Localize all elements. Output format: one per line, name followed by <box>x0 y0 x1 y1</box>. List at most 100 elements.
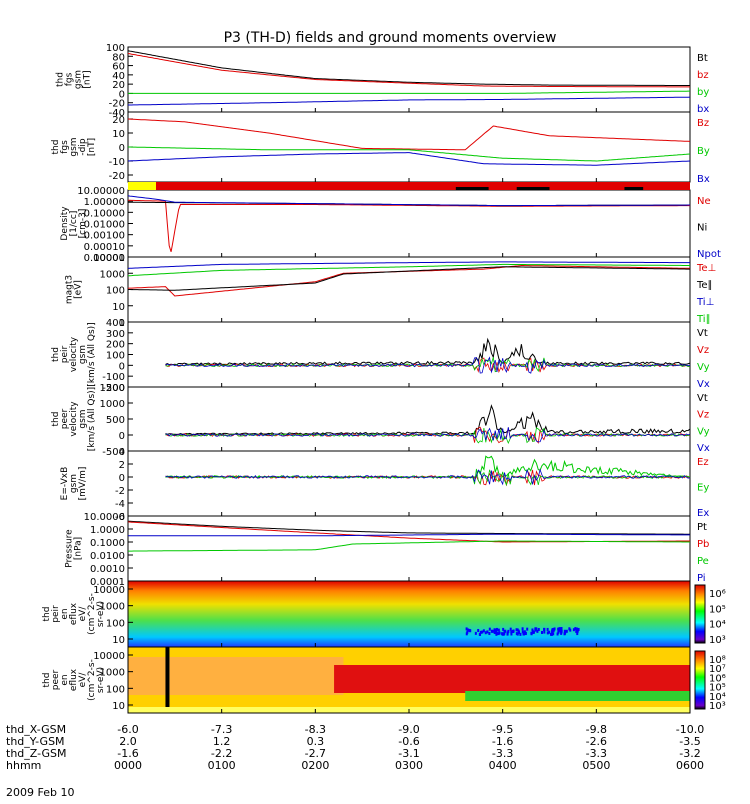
orbit-value: -9.8 <box>586 723 607 736</box>
orbit-table: thd_X-GSMthd_Y-GSMthd_Z-GSMhhmm-6.02.0-1… <box>6 723 704 772</box>
legend-entry: Bx <box>697 174 710 185</box>
spectrogram-speckle <box>482 629 485 633</box>
y-axis-label-line: [nT] <box>87 138 97 156</box>
y-axis-label-line: [km/s (All Qs)] <box>87 387 97 451</box>
y-tick-label: 400 <box>106 318 125 329</box>
spectrogram-speckle <box>551 628 554 632</box>
panel-ion-spec: 10⁶ 10⁵ 10⁴ 10³ 10000 1000 100 10 thd peir en eflux… <box>42 580 726 648</box>
y-tick-label: 0.10000 <box>84 208 125 219</box>
spectrogram-speckle <box>548 630 551 634</box>
spectrogram-speckle <box>546 631 549 635</box>
colorbar-label: 10³ <box>709 635 726 646</box>
spectrogram-speckle <box>486 630 489 634</box>
colorbar-label: 10⁸ <box>709 655 726 666</box>
ion-spec-spectrogram <box>128 581 690 647</box>
mode-bar-fill <box>128 182 690 190</box>
legend: Ez Ey Ex <box>697 457 709 519</box>
y-axis-label-line: gsm <box>78 345 88 364</box>
y-axis-label: thd peir velocity gsm [km/s (All Qs)] <box>51 322 97 386</box>
legend-entry: Bz <box>697 118 709 129</box>
y-tick-label: 100 <box>106 286 125 297</box>
panel-electron-velocity: 1500 1000 500 0 -500 thd peer velocity gsm [km/s … <box>51 383 710 458</box>
elec-spec-spectrogram <box>128 647 690 713</box>
y-tick-label: 0.0001 <box>90 577 125 588</box>
spectrogram-speckle <box>495 632 498 636</box>
series-fgs-dgsm-By <box>128 146 691 162</box>
y-axis-label-line: en <box>60 674 70 685</box>
series-pressure-Pi <box>128 533 690 537</box>
spectrogram-speckle <box>515 628 518 632</box>
orbit-row-label: thd_Z-GSM <box>6 747 66 760</box>
y-tick-label: -100 <box>102 372 125 383</box>
y-tick-label: -20 <box>109 99 125 110</box>
y-tick-label: 0 <box>119 431 125 442</box>
spectrogram-speckle <box>576 632 579 636</box>
panel-frame <box>127 46 691 113</box>
orbit-value: 0100 <box>208 759 236 772</box>
y-tick-label: 1000 <box>100 668 125 679</box>
series-pressure-Pe <box>128 540 690 552</box>
spectrogram-speckle <box>552 632 555 636</box>
series <box>127 50 691 552</box>
y-axis-label-line: eflux <box>69 668 79 691</box>
spectrogram-speckle <box>507 629 510 633</box>
orbit-value: -0.6 <box>398 735 419 748</box>
spectrogram-speckle <box>509 627 512 631</box>
y-tick-label: -40 <box>109 108 125 119</box>
y-axis-label-line: Pressure <box>65 529 75 568</box>
series-pressure-Pb <box>127 521 690 543</box>
legend-entry: Npot <box>697 249 721 260</box>
series-fgs-gsm-bx <box>128 96 691 106</box>
spectrogram-speckle <box>510 632 513 636</box>
orbit-value: 0200 <box>301 759 329 772</box>
spectrogram-speckle <box>506 632 509 636</box>
orbit-value: -3.3 <box>586 747 607 760</box>
series-ion-velocity-component <box>165 357 691 374</box>
y-axis-label-line: fgs <box>60 140 70 154</box>
panel-frame <box>127 386 691 452</box>
y-tick-label: 100 <box>106 351 125 362</box>
spectrogram-speckle <box>521 630 524 634</box>
y-tick-label: 10000 <box>93 253 125 264</box>
series-electron-velocity-Vt <box>165 404 691 435</box>
spectrogram-speckle <box>522 632 525 636</box>
spectrogram-speckle <box>564 631 567 635</box>
y-tick-label: 1000 <box>100 602 125 613</box>
y-axis-label: thd fgs gsm -dip [nT] <box>51 137 97 156</box>
y-axis-label-line: gsm <box>69 474 79 493</box>
legend-entry: Vz <box>697 410 709 421</box>
legend-entry: by <box>697 87 709 98</box>
spectrogram-speckle <box>557 627 560 631</box>
orbit-value: 0400 <box>489 759 517 772</box>
legend-entry: Ti∥ <box>696 314 711 325</box>
orbit-value: 1.2 <box>213 735 231 748</box>
spectrogram-speckle <box>519 632 522 636</box>
y-axis-label-line: thd <box>42 607 52 622</box>
orbit-value: -9.0 <box>398 723 419 736</box>
legend-entry: bz <box>697 70 709 81</box>
panel-pressure: 10.0000 1.0000 0.1000 0.0100 0.0010 0.0001 Pre… <box>65 512 710 588</box>
orbit-value: -2.6 <box>586 735 607 748</box>
spectrogram-speckle <box>503 631 506 635</box>
spectrogram-speckle <box>467 628 470 632</box>
y-tick-label: 0 <box>119 473 125 484</box>
y-tick-label: 0.00010 <box>84 242 125 253</box>
orbit-value: 0600 <box>676 759 704 772</box>
spectrogram-speckle <box>469 629 472 633</box>
orbit-value: -7.3 <box>211 723 232 736</box>
colorbar-scale <box>694 584 706 644</box>
y-axis-label-line: gsm <box>78 409 88 428</box>
y-tick-label: 0.0100 <box>90 551 125 562</box>
spectrogram-speckle <box>546 627 549 631</box>
spectrogram-speckle <box>551 631 554 635</box>
y-axis-label-line: thd <box>51 412 61 427</box>
spectrogram-speckle <box>569 628 572 632</box>
spectrogram-speckle <box>530 631 533 635</box>
legend-entry: By <box>697 146 710 157</box>
y-tick-label: 10 <box>112 129 125 140</box>
colorbar-label: 10⁵ <box>709 683 726 694</box>
y-tick-label: 1500 <box>100 383 125 394</box>
y-axis-label: Density [1/cc] [cm-3] <box>60 206 88 241</box>
y-axis-label-line: gsm <box>69 137 79 156</box>
